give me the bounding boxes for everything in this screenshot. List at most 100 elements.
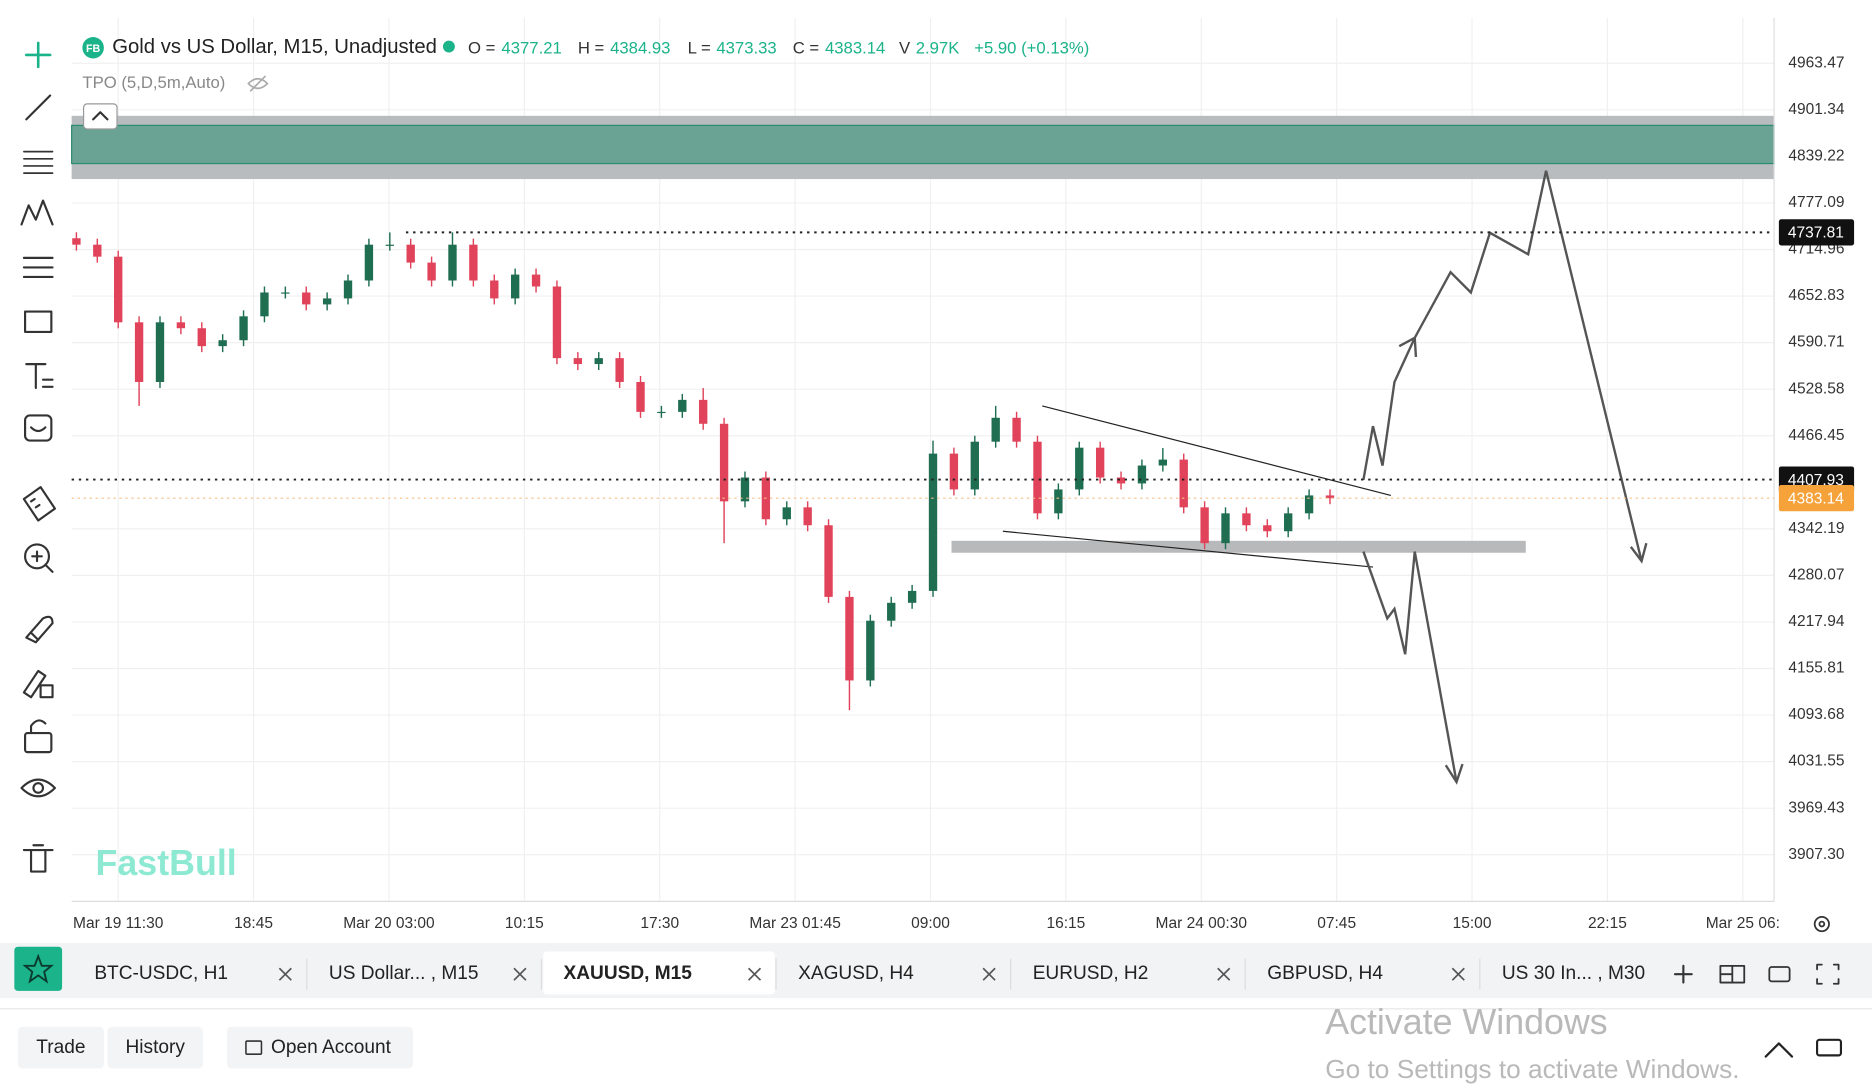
- candle-body: [385, 244, 394, 246]
- tabs: BTC-USDC, H1 US Dollar... , M15 XAUUSD, M1…: [74, 951, 1714, 995]
- footer-button-label: Open Account: [271, 1037, 392, 1058]
- tab-close[interactable]: [747, 967, 762, 981]
- tab-close[interactable]: [513, 967, 527, 981]
- window-button[interactable]: [1768, 966, 1791, 983]
- tab[interactable]: [308, 951, 541, 995]
- footer-button[interactable]: [17, 1026, 104, 1069]
- lock-drawing-tool[interactable]: [22, 669, 54, 699]
- settings-icon[interactable]: [1813, 915, 1830, 933]
- footer-button-label: History: [126, 1037, 186, 1058]
- collapse-button[interactable]: [82, 103, 118, 130]
- candle-body: [218, 340, 227, 347]
- candle-body: [1263, 525, 1272, 532]
- expand-button[interactable]: [1764, 1042, 1794, 1058]
- account-icon: [245, 1040, 263, 1055]
- line-tool[interactable]: [25, 94, 52, 121]
- add-tab[interactable]: [1673, 964, 1693, 984]
- panel-button[interactable]: [1815, 1038, 1843, 1057]
- ohlc-value: 4373.33: [716, 38, 776, 57]
- tab[interactable]: [1481, 951, 1714, 995]
- x-tick-label: 22:15: [1588, 915, 1627, 932]
- fullscreen-button[interactable]: [1816, 963, 1840, 985]
- price-tag-label: 4737.81: [1788, 225, 1844, 242]
- candle-body: [72, 238, 81, 245]
- tab-label: XAGUSD, H4: [798, 963, 914, 984]
- y-tick-label: 4280.07: [1788, 566, 1844, 583]
- ruler-tool[interactable]: [22, 486, 57, 522]
- candle-body: [448, 244, 457, 281]
- price-tag-label: 4383.14: [1788, 490, 1844, 507]
- candle-body: [1095, 447, 1105, 478]
- candle-body: [469, 244, 478, 281]
- chevron-up: [92, 111, 109, 121]
- candle-body: [197, 328, 206, 347]
- footer-button[interactable]: [226, 1026, 414, 1069]
- candle-body: [490, 280, 499, 299]
- crosshair-tool[interactable]: [24, 41, 52, 69]
- candle-body: [302, 292, 311, 305]
- candle-body: [427, 262, 436, 281]
- candle-body: [824, 525, 833, 597]
- y-tick-label: 4652.83: [1788, 287, 1844, 304]
- footer-button[interactable]: [107, 1026, 203, 1069]
- candle-body: [155, 322, 165, 382]
- magnet-tool[interactable]: [25, 615, 54, 644]
- unlock-tool[interactable]: [24, 719, 53, 754]
- activation-title: Activate Windows: [1325, 1002, 1608, 1042]
- candles: [72, 232, 1335, 711]
- ohlc-label: O =: [468, 38, 495, 57]
- supply-zone: [71, 124, 1775, 165]
- badge-text: FB: [86, 43, 101, 55]
- tab-close[interactable]: [278, 967, 292, 981]
- price-change: +5.90 (+0.13%): [974, 38, 1089, 57]
- x-tick-label: 16:15: [1046, 915, 1085, 932]
- emoji-tool[interactable]: [24, 414, 53, 442]
- price-tag: [1778, 219, 1855, 246]
- shape-tool[interactable]: [24, 310, 53, 333]
- tab-close[interactable]: [1217, 967, 1231, 981]
- tab[interactable]: [1247, 951, 1479, 995]
- x-tick-label: Mar 23 01:45: [749, 915, 840, 932]
- candle-body: [1116, 477, 1126, 484]
- y-tick-label: 3907.30: [1788, 846, 1844, 863]
- favorites-button[interactable]: [14, 946, 63, 991]
- tab[interactable]: [777, 951, 1010, 995]
- candle-body: [866, 620, 875, 681]
- candle-body: [1284, 513, 1293, 532]
- ohlc-label: H =: [578, 38, 604, 57]
- zoom-tool[interactable]: [24, 543, 54, 573]
- tab-close[interactable]: [982, 967, 996, 981]
- delete-tool[interactable]: [22, 844, 54, 873]
- tab-label: GBPUSD, H4: [1267, 963, 1383, 984]
- tab[interactable]: [1012, 951, 1245, 995]
- candle-body: [134, 322, 144, 382]
- x-tick-label: 15:00: [1453, 915, 1492, 932]
- projection-tool[interactable]: [22, 256, 54, 279]
- pattern-tool[interactable]: [20, 199, 54, 226]
- y-tick-label: 4901.34: [1788, 101, 1844, 118]
- activation-subtitle: Go to Settings to activate Windows.: [1325, 1054, 1739, 1084]
- candle-body: [510, 274, 520, 299]
- text-tool[interactable]: [25, 363, 54, 390]
- y-tick-label: 4155.81: [1788, 660, 1844, 677]
- ohlc-value: 2.97K: [916, 38, 960, 57]
- x-tick-label: 09:00: [911, 915, 950, 932]
- candle-body: [176, 322, 186, 329]
- arrow-head: [1398, 335, 1648, 564]
- candle-body: [322, 298, 332, 305]
- candle-body: [93, 244, 102, 257]
- fib-tool[interactable]: [23, 150, 54, 174]
- tab-close[interactable]: [1451, 967, 1465, 981]
- visibility-tool[interactable]: [20, 778, 57, 798]
- candle-body: [281, 292, 290, 294]
- symbol-title: Gold vs US Dollar, M15, Unadjusted: [112, 36, 437, 58]
- candle-body: [1242, 513, 1251, 526]
- active-tab[interactable]: [543, 951, 775, 995]
- hide-icon[interactable]: [247, 75, 269, 92]
- candle-body: [719, 423, 729, 502]
- layout-button[interactable]: [1719, 964, 1746, 984]
- tab[interactable]: [74, 951, 306, 995]
- ohlc-value: 4384.93: [610, 38, 670, 57]
- candle-body: [887, 602, 896, 621]
- arrow-head: [1444, 763, 1464, 785]
